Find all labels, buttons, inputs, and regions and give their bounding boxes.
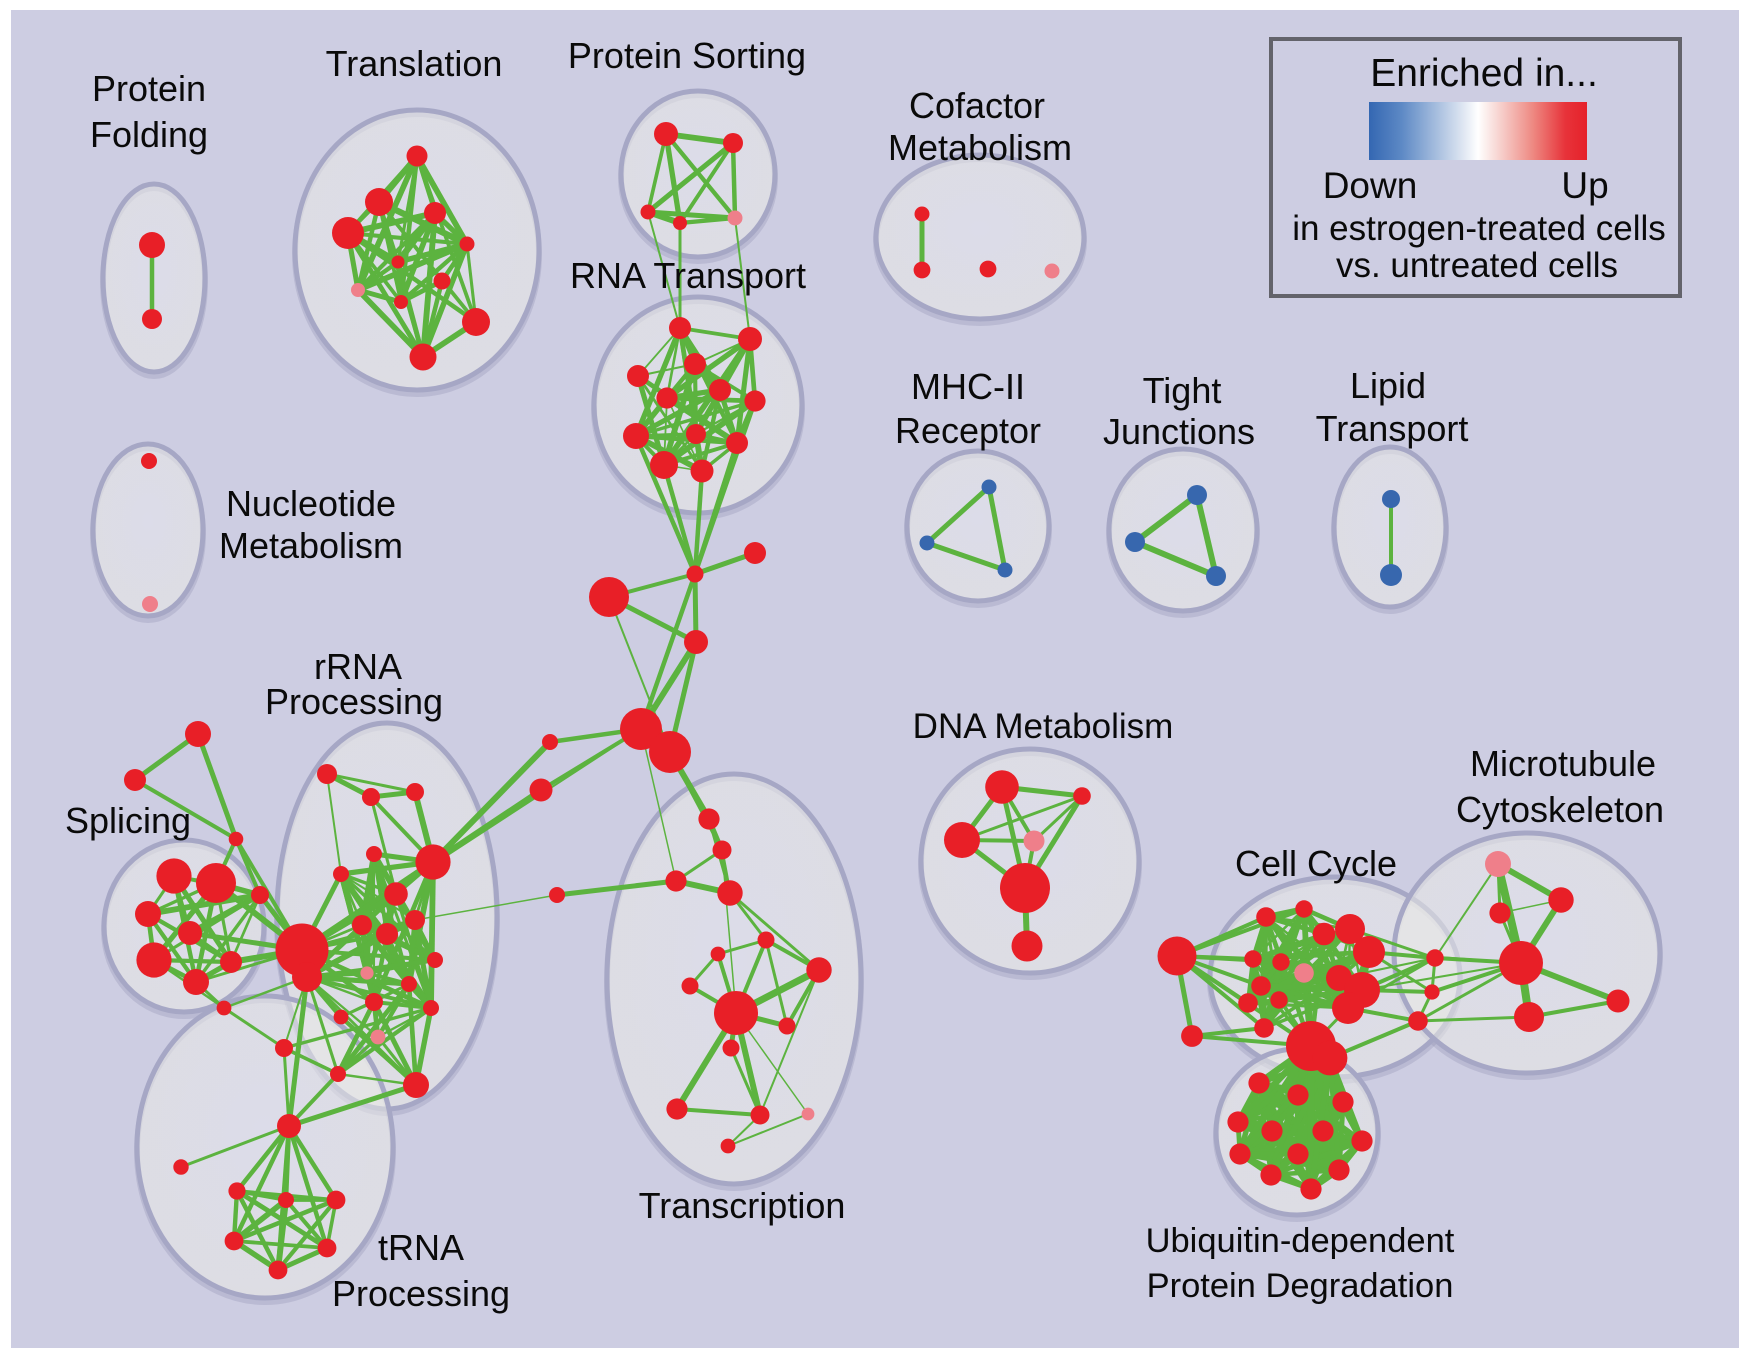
svg-text:Ubiquitin-dependent: Ubiquitin-dependent <box>1146 1222 1455 1260</box>
svg-text:Processing: Processing <box>265 681 443 722</box>
svg-text:Enriched in...: Enriched in... <box>1370 52 1598 95</box>
svg-text:tRNA: tRNA <box>378 1227 464 1268</box>
svg-text:MHC-II: MHC-II <box>911 366 1025 407</box>
svg-text:Protein: Protein <box>92 68 206 109</box>
svg-text:Protein Sorting: Protein Sorting <box>568 35 806 76</box>
svg-text:Nucleotide: Nucleotide <box>226 483 396 524</box>
svg-text:Tight: Tight <box>1143 370 1222 411</box>
svg-text:RNA Transport: RNA Transport <box>570 255 806 296</box>
svg-text:in estrogen-treated cells: in estrogen-treated cells <box>1292 209 1666 248</box>
svg-text:Cofactor: Cofactor <box>909 85 1045 126</box>
svg-text:Down: Down <box>1323 165 1418 206</box>
svg-text:Transcription: Transcription <box>639 1185 846 1226</box>
svg-text:Receptor: Receptor <box>895 410 1041 451</box>
svg-text:Lipid: Lipid <box>1350 365 1426 406</box>
svg-text:Metabolism: Metabolism <box>888 127 1072 168</box>
svg-text:vs. untreated cells: vs. untreated cells <box>1336 246 1618 285</box>
svg-text:rRNA: rRNA <box>314 646 402 687</box>
svg-text:Junctions: Junctions <box>1103 411 1255 452</box>
svg-text:Cytoskeleton: Cytoskeleton <box>1456 789 1664 830</box>
svg-text:Splicing: Splicing <box>65 800 191 841</box>
svg-text:Processing: Processing <box>332 1273 510 1314</box>
svg-text:DNA Metabolism: DNA Metabolism <box>913 707 1174 746</box>
svg-text:Up: Up <box>1561 165 1608 206</box>
svg-text:Folding: Folding <box>90 114 208 155</box>
svg-text:Metabolism: Metabolism <box>219 525 403 566</box>
svg-text:Cell Cycle: Cell Cycle <box>1235 843 1397 884</box>
svg-text:Translation: Translation <box>326 43 503 84</box>
svg-text:Protein Degradation: Protein Degradation <box>1147 1267 1454 1305</box>
svg-text:Transport: Transport <box>1316 408 1469 449</box>
svg-text:Microtubule: Microtubule <box>1470 743 1656 784</box>
